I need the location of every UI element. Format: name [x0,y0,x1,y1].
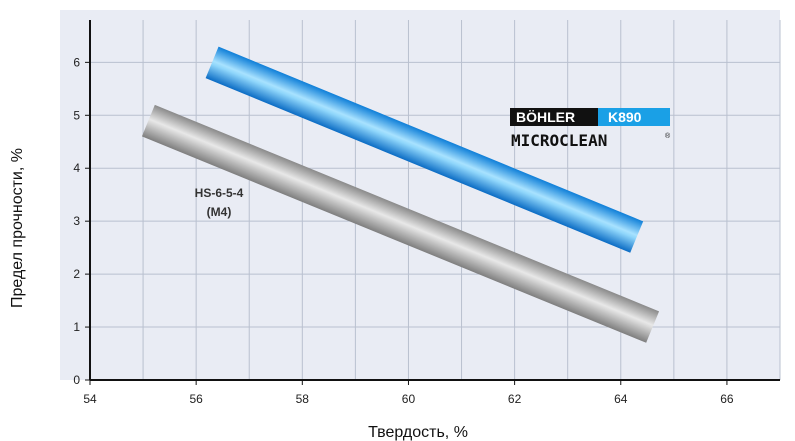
y-ticks: 0 1 2 3 4 5 6 [73,55,90,387]
series-m4-mark [141,104,660,343]
y-tick-label: 5 [73,108,80,122]
series-k890-band [205,46,644,253]
x-tick-label: 60 [402,392,416,406]
x-ticks: 54 56 58 60 62 64 66 [83,380,734,406]
annotation-m4-line1: HS-6-5-4 [195,186,244,200]
brand-logo-blue-box [598,108,670,126]
brand-logo-black-box [510,108,598,126]
plot-background [60,10,780,380]
y-tick-label: 0 [73,373,80,387]
brand-logo: BÖHLER K890 MICROCLEAN ® [510,108,671,150]
y-tick-label: 3 [73,214,80,228]
brand-logo-mark: ® [665,132,671,140]
brand-logo-brand: BÖHLER [516,109,575,125]
y-axis-title: Предел прочности, % [9,148,26,308]
series-bands [141,46,660,343]
y-tick-label: 1 [73,320,80,334]
y-tick-label: 4 [73,161,80,175]
y-tick-label: 6 [73,55,80,69]
x-tick-label: 62 [508,392,522,406]
brand-logo-model: K890 [608,109,642,125]
x-tick-label: 54 [83,392,97,406]
series-k890-mark [205,46,644,253]
x-tick-label: 56 [189,392,203,406]
series-m4-band [141,104,660,343]
y-tick-label: 2 [73,267,80,281]
annotation-m4-line2: (M4) [207,205,232,219]
brand-logo-sub: MICROCLEAN [511,131,607,150]
x-tick-label: 64 [614,392,628,406]
x-axis-title: Твердость, % [368,424,468,441]
x-tick-label: 66 [720,392,734,406]
x-tick-label: 58 [296,392,310,406]
annotation-m4: HS-6-5-4 (M4) [195,186,244,219]
